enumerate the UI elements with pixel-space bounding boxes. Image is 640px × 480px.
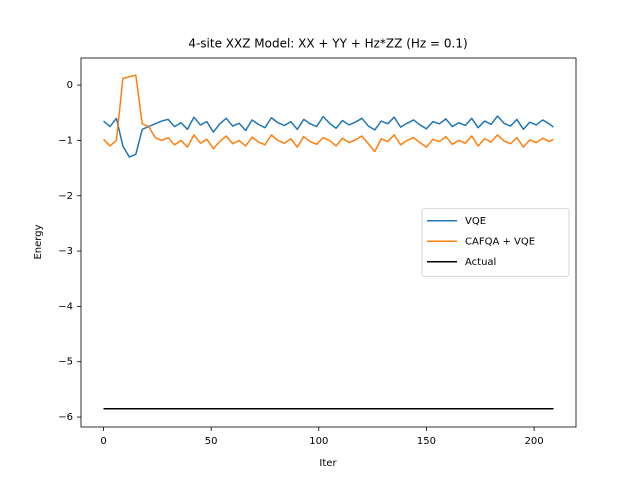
legend-label: CAFQA + VQE [465, 236, 535, 247]
x-tick-label: 50 [205, 436, 218, 447]
y-tick-label: −1 [58, 135, 73, 146]
y-tick-label: −3 [58, 246, 73, 257]
plot-frame [80, 57, 577, 428]
series-line [103, 115, 554, 158]
x-tick-label: 100 [309, 436, 328, 447]
x-tick-label: 150 [417, 436, 436, 447]
y-tick-label: −5 [58, 357, 73, 368]
legend-label: VQE [465, 216, 486, 227]
series-line [102, 74, 554, 153]
y-axis-label: Energy [33, 224, 44, 259]
x-tick-label: 200 [525, 436, 544, 447]
y-tick-label: 0 [67, 80, 73, 91]
y-tick-label: −2 [58, 191, 73, 202]
chart-title: 4-site XXZ Model: XX + YY + Hz*ZZ (Hz = … [188, 37, 467, 51]
legend-label: Actual [465, 257, 496, 268]
x-tick-label: 0 [100, 436, 106, 447]
x-axis-label: Iter [319, 458, 337, 469]
legend-box [421, 208, 570, 277]
y-tick-label: −4 [58, 301, 73, 312]
y-tick-label: −6 [58, 412, 73, 423]
